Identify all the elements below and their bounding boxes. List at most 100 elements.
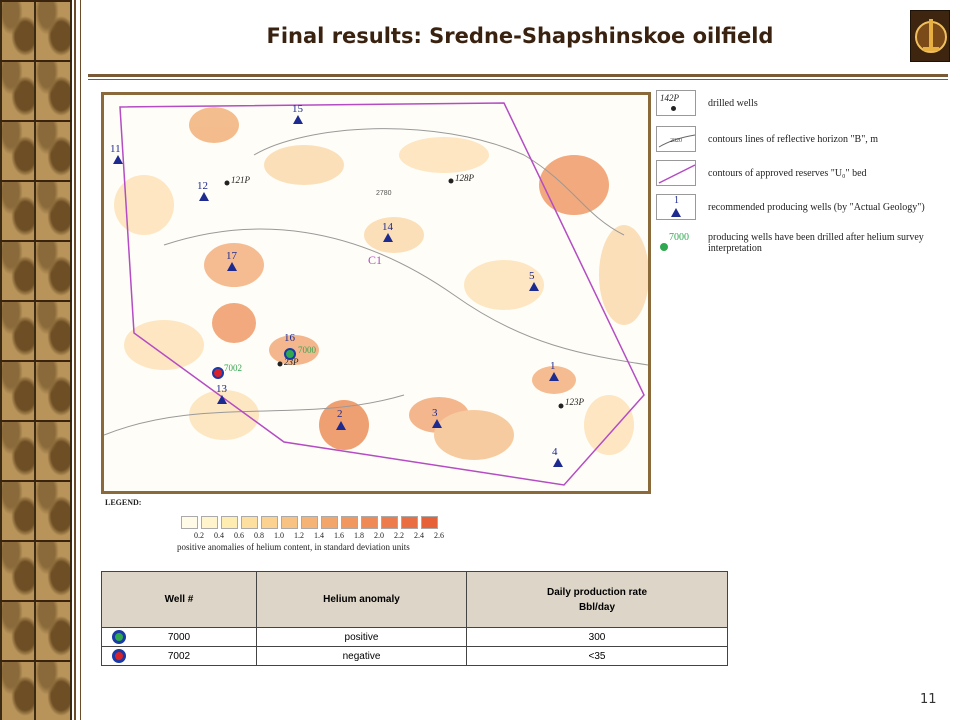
scale-label: 0.8 <box>254 531 264 540</box>
well-status-dot <box>112 630 126 644</box>
scale-label: 2.2 <box>394 531 404 540</box>
well-label: 12 <box>197 180 208 192</box>
producing-well-label: 7000 <box>298 345 317 355</box>
drilled-well-128P <box>448 178 454 184</box>
legend-row-drilled-wells: 142P drilled wells <box>656 90 958 116</box>
drilled-well-label: 121P <box>231 175 251 185</box>
table-body: 7000 positive 300 7002 negative <35 <box>101 627 728 666</box>
well-marker-14 <box>383 233 393 242</box>
drilled-well-label: 23P <box>284 357 299 367</box>
scale-label: 1.8 <box>354 531 364 540</box>
map-legend: 142P drilled wells 2820 contours lines o… <box>656 88 956 268</box>
scale-label: 2.4 <box>414 531 424 540</box>
scale-label: 2.6 <box>434 531 444 540</box>
anomaly-scale-legend: LEGEND: 0.2 0.4 0.6 0.8 1.0 1.2 1.4 1.6 1.8 2.0 2.… <box>105 498 505 558</box>
scale-label: 1.4 <box>314 531 324 540</box>
legend-row-reserves: contours of approved reserves "U₀" bed <box>656 160 958 186</box>
cell-rate: 300 <box>466 627 728 647</box>
svg-text:2820: 2820 <box>670 138 682 144</box>
area-label: C1 <box>368 253 382 267</box>
legend-row-contours: 2820 contours lines of reflective horizo… <box>656 126 958 152</box>
well-label: 5 <box>529 270 535 282</box>
logo-icon <box>910 10 950 62</box>
well-label: 1 <box>550 360 556 372</box>
well-label: 4 <box>552 446 558 458</box>
title-rule-thin <box>88 79 948 80</box>
scale-label: 1.6 <box>334 531 344 540</box>
producing-well-7002 <box>212 367 224 379</box>
legend-row-recommended: 1 recommended producing wells (by "Actua… <box>656 194 958 220</box>
header-anomaly: Helium anomaly <box>256 571 467 628</box>
drilled-well-23P <box>277 361 283 367</box>
scale-swatch <box>321 516 338 529</box>
scale-label: 2.0 <box>374 531 384 540</box>
well-marker-13 <box>217 395 227 404</box>
well-number: 7002 <box>167 650 191 662</box>
well-marker-1 <box>549 372 559 381</box>
scale-swatch <box>281 516 298 529</box>
reserves-contour-icon <box>656 160 696 186</box>
scale-label: 0.6 <box>234 531 244 540</box>
table-row: 7000 positive 300 <box>101 627 728 647</box>
scale-swatch <box>361 516 378 529</box>
scale-swatch <box>201 516 218 529</box>
contour-line-icon: 2820 <box>656 126 696 152</box>
scale-label: 0.2 <box>194 531 204 540</box>
cell-well: 7002 <box>101 646 257 666</box>
well-marker-17 <box>227 262 237 271</box>
triangle-icon: 1 <box>656 194 696 220</box>
scale-swatch <box>401 516 418 529</box>
well-label: 16 <box>284 332 296 344</box>
cell-well: 7000 <box>101 627 257 647</box>
divider-line <box>74 0 76 720</box>
scale-swatch <box>181 516 198 529</box>
cell-rate: <35 <box>466 646 728 666</box>
scale-label: 1.0 <box>274 531 284 540</box>
legend-row-producing: 7000 producing wells have been drilled a… <box>656 230 958 256</box>
scale-swatch <box>421 516 438 529</box>
well-label: 11 <box>110 143 121 155</box>
contour-label: 2780 <box>376 190 392 197</box>
slide-title: Final results: Sredne-Shapshinskoe oilfi… <box>266 24 774 48</box>
well-number: 7000 <box>167 631 191 643</box>
scale-label: 0.4 <box>214 531 224 540</box>
scale-swatch <box>381 516 398 529</box>
header-rate: Daily production rate Bbl/day <box>466 571 728 628</box>
divider-line-thin <box>80 0 81 720</box>
well-label: 15 <box>292 103 304 115</box>
drilled-well-label: 123P <box>565 397 585 407</box>
well-label: 2 <box>337 408 343 420</box>
producing-well-icon: 7000 <box>656 230 696 256</box>
well-marker-11 <box>113 155 123 164</box>
well-marker-5 <box>529 282 539 291</box>
scale-swatch <box>241 516 258 529</box>
producing-well-label: 7002 <box>224 363 242 373</box>
header-rate-line2: Bbl/day <box>578 601 616 613</box>
cell-anomaly: positive <box>256 627 467 647</box>
well-marker-15 <box>293 115 303 124</box>
cell-anomaly: negative <box>256 646 467 666</box>
well-status-dot <box>112 649 126 663</box>
table-row: 7002 negative <35 <box>101 646 728 666</box>
title-rule <box>88 74 948 77</box>
scale-label: 1.2 <box>294 531 304 540</box>
well-results-table: Well # Helium anomaly Daily production r… <box>101 571 728 666</box>
legend-title: LEGEND: <box>105 498 142 507</box>
well-label: 14 <box>382 221 394 233</box>
well-marker-12 <box>199 192 209 201</box>
scale-swatch <box>221 516 238 529</box>
header-rate-line1: Daily production rate <box>546 586 647 598</box>
header-well: Well # <box>101 571 257 628</box>
page-number: 11 <box>920 692 937 707</box>
drilled-well-icon: 142P <box>656 90 696 116</box>
scale-swatch <box>261 516 278 529</box>
well-label: 17 <box>226 250 238 262</box>
scale-swatch <box>301 516 318 529</box>
well-label: 3 <box>432 407 438 419</box>
well-label: 13 <box>216 383 228 395</box>
drilled-well-121P <box>224 180 230 186</box>
drilled-well-label: 128P <box>455 173 475 183</box>
well-marker-4 <box>553 458 563 467</box>
well-marker-3 <box>432 419 442 428</box>
well-marker-2 <box>336 421 346 430</box>
